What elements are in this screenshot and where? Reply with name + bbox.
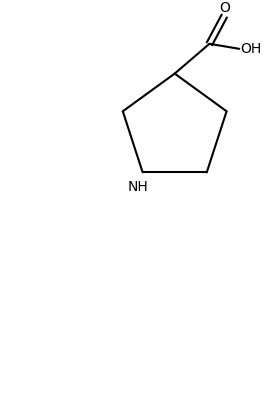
Text: OH: OH xyxy=(241,42,262,56)
Text: O: O xyxy=(219,1,230,15)
Text: NH: NH xyxy=(127,180,148,194)
